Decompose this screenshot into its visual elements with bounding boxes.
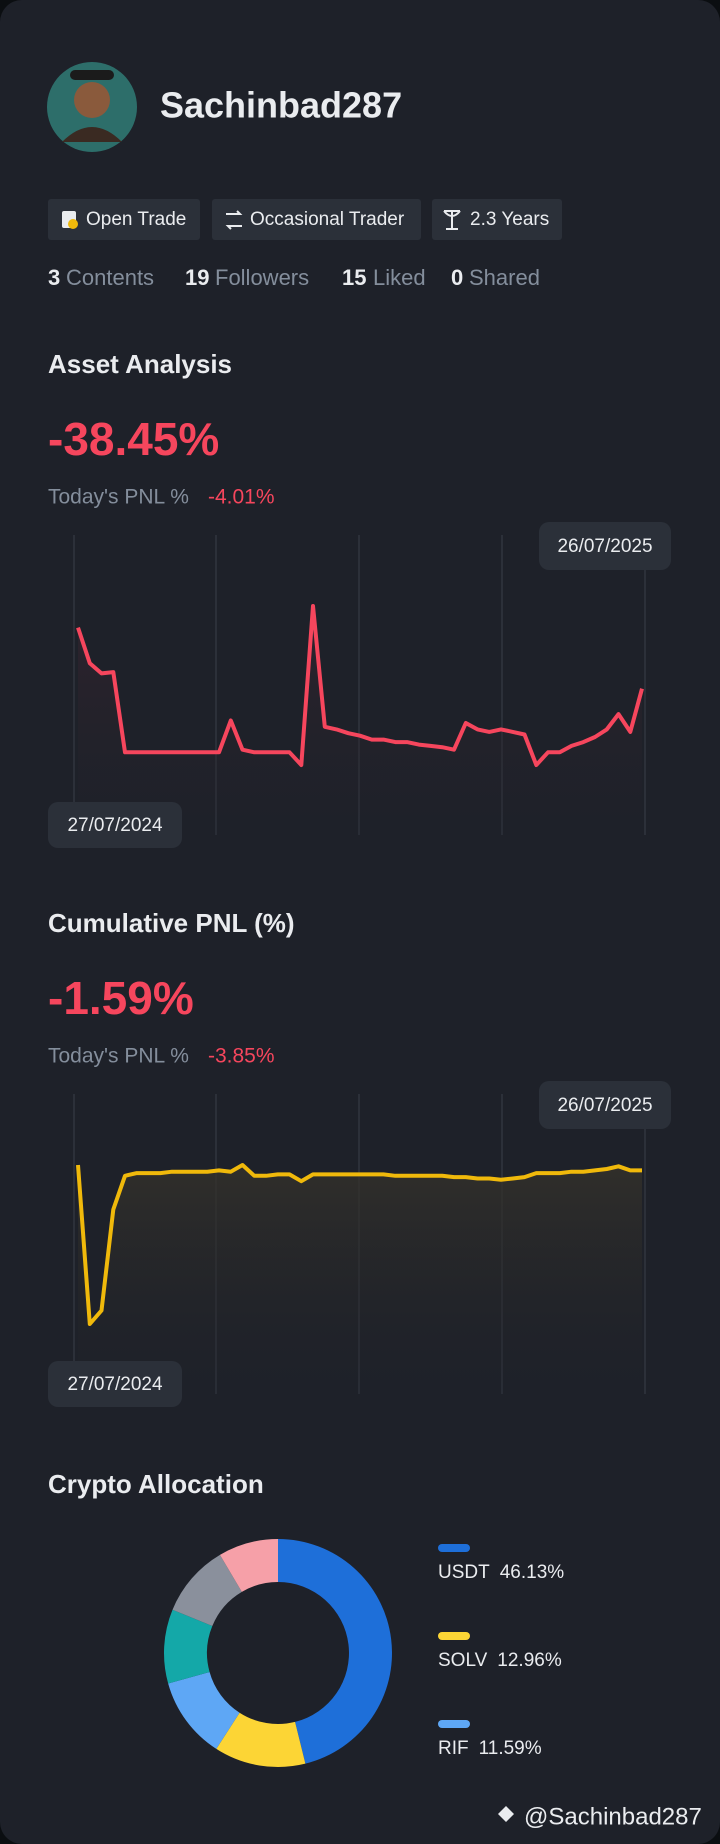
section-title: Asset Analysis	[48, 349, 232, 379]
stat-count: 0	[451, 265, 463, 290]
legend-value: 11.59%	[479, 1738, 542, 1759]
pnl-value: -38.45%	[48, 413, 219, 465]
footer: @Sachinbad287	[498, 1803, 702, 1830]
legend-swatch	[438, 1632, 470, 1640]
stat-label: Contents	[66, 265, 154, 290]
tag-icon	[443, 210, 461, 230]
end-date: 26/07/2025	[557, 536, 652, 557]
avatar	[47, 62, 137, 152]
tag-icon	[225, 210, 243, 230]
date-box	[48, 802, 182, 848]
stat-label: Liked	[373, 265, 426, 290]
tag-box	[432, 199, 562, 240]
legend-value: 12.96%	[497, 1650, 562, 1671]
donut-segment	[278, 1539, 392, 1764]
section-title: Crypto Allocation	[48, 1469, 264, 1499]
stat-count: 15	[342, 265, 366, 290]
end-date: 26/07/2025	[557, 1095, 652, 1116]
section-title: Cumulative PNL (%)	[48, 908, 295, 938]
today-label: Today's PNL %	[48, 486, 189, 509]
donut-segment	[219, 1539, 278, 1592]
date-box	[48, 1361, 182, 1407]
today-value: -3.85%	[208, 1045, 275, 1068]
legend-label: RIF	[438, 1738, 469, 1759]
legend-label: SOLV	[438, 1650, 488, 1671]
legend-label: USDT	[438, 1562, 490, 1583]
stat-label: Shared	[469, 265, 540, 290]
donut-segment	[216, 1712, 306, 1767]
stat-label: Followers	[215, 265, 309, 290]
tag-box	[48, 199, 200, 240]
username: Sachinbad287	[160, 85, 402, 126]
date-box	[539, 522, 671, 570]
legend-swatch	[438, 1720, 470, 1728]
tag: Occasional Trader	[250, 209, 405, 230]
legend-swatch	[438, 1544, 470, 1552]
stat-count: 19	[185, 265, 209, 290]
line-area	[78, 1165, 642, 1394]
donut-segment	[164, 1609, 213, 1684]
date-box	[539, 1081, 671, 1129]
start-date: 27/07/2024	[67, 815, 163, 836]
footer-handle: @Sachinbad287	[524, 1803, 702, 1830]
donut-segment	[168, 1671, 240, 1749]
today-label: Today's PNL %	[48, 1045, 189, 1068]
tag-box	[212, 199, 421, 240]
legend-value: 46.13%	[500, 1562, 565, 1583]
today-value: -4.01%	[208, 486, 275, 509]
line	[76, 604, 644, 767]
start-date: 27/07/2024	[67, 1374, 163, 1395]
stat-count: 3	[48, 265, 60, 290]
donut-segment	[172, 1554, 242, 1627]
pnl-value: -1.59%	[48, 972, 194, 1024]
tag: 2.3 Years	[470, 209, 549, 230]
line-area	[78, 606, 642, 835]
tag: Open Trade	[86, 209, 186, 230]
line	[76, 1163, 642, 1326]
